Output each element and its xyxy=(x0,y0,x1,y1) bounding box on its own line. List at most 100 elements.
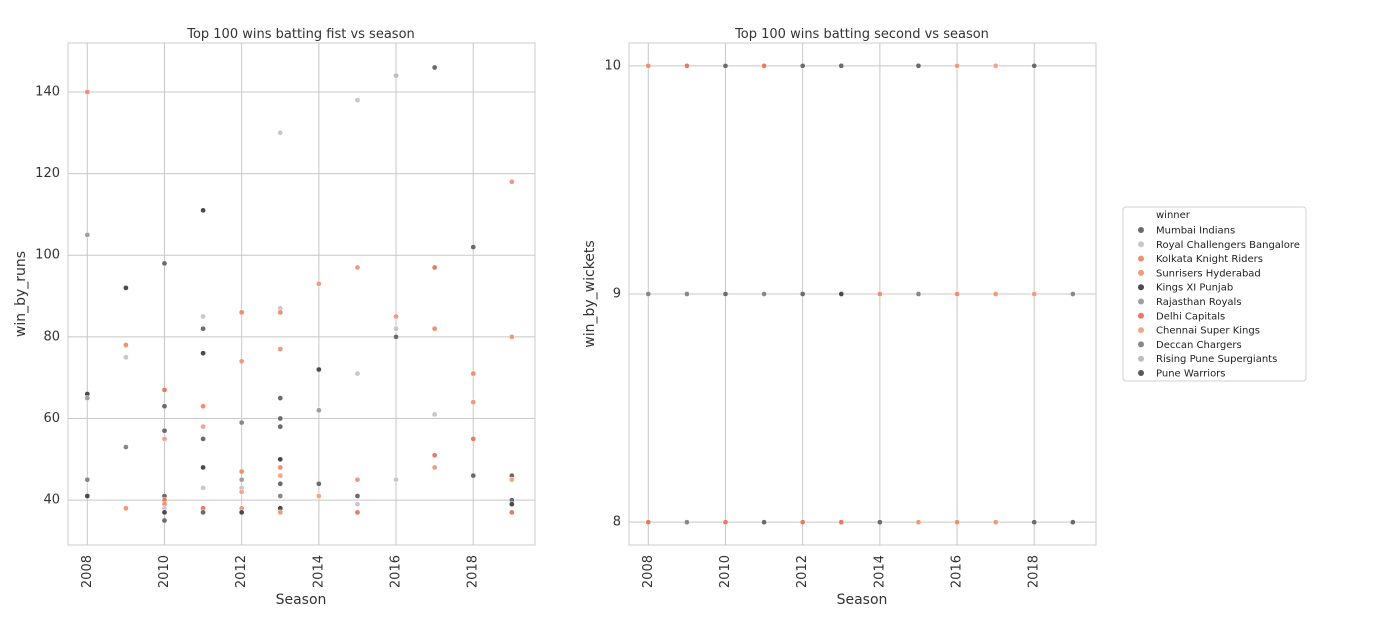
scatter-plot-win-by-runs: Top 100 wins batting fist vs season Seas… xyxy=(13,27,536,608)
y-tick-labels: 8 9 10 xyxy=(604,58,621,529)
y-tick-label: 140 xyxy=(35,84,60,99)
data-point xyxy=(161,427,168,434)
data-point xyxy=(508,178,515,185)
data-point xyxy=(277,129,284,136)
points xyxy=(645,62,1076,526)
data-point xyxy=(470,399,477,406)
data-point xyxy=(1031,519,1038,526)
data-point xyxy=(838,291,845,297)
data-point xyxy=(877,519,883,526)
y-axis-label: win_by_runs xyxy=(13,251,29,337)
y-tick-label: 9 xyxy=(613,287,621,302)
data-point xyxy=(431,452,438,459)
legend-marker xyxy=(1138,284,1144,291)
x-tick-label: 2018 xyxy=(466,555,481,588)
data-point xyxy=(954,519,960,526)
data-point xyxy=(277,309,284,316)
legend-marker xyxy=(1138,327,1144,334)
data-point xyxy=(354,501,361,508)
data-point xyxy=(123,285,129,291)
data-point xyxy=(722,291,729,297)
data-point xyxy=(799,519,806,526)
legend-entry-label: Rising Pune Supergiants xyxy=(1156,354,1277,365)
y-tick-label: 120 xyxy=(35,166,60,181)
data-point xyxy=(277,346,284,352)
data-point xyxy=(645,519,652,526)
y-tick-label: 60 xyxy=(43,411,60,426)
data-point xyxy=(161,403,168,410)
data-point xyxy=(238,509,245,516)
x-tick-label: 2008 xyxy=(80,555,95,588)
x-tick-label: 2016 xyxy=(389,555,404,588)
data-point xyxy=(84,476,91,483)
data-point xyxy=(645,291,652,297)
legend-marker xyxy=(1138,355,1144,362)
data-point xyxy=(1069,519,1076,526)
data-point xyxy=(277,464,284,471)
data-point xyxy=(238,358,245,365)
data-point xyxy=(277,423,284,430)
data-point xyxy=(393,334,399,340)
x-tick-label: 2012 xyxy=(234,555,249,588)
x-tick-label: 2010 xyxy=(157,555,172,588)
data-point xyxy=(838,62,845,69)
legend-entry-label: Pune Warriors xyxy=(1156,369,1226,380)
data-point xyxy=(277,456,284,463)
data-point xyxy=(277,415,284,422)
data-point xyxy=(161,436,168,442)
y-tick-labels: 40 60 80 100 120 140 xyxy=(35,84,60,507)
data-point xyxy=(992,291,999,297)
data-point xyxy=(200,436,206,442)
data-point xyxy=(277,472,284,479)
data-point xyxy=(354,476,361,483)
legend-marker xyxy=(1138,269,1144,276)
data-point xyxy=(200,313,206,320)
x-tick-labels: 2008 2010 2012 2014 2016 2018 xyxy=(641,555,1042,588)
data-point xyxy=(316,280,322,287)
data-point xyxy=(393,72,399,79)
data-point xyxy=(954,291,960,297)
legend-entry-label: Kings XI Punjab xyxy=(1156,283,1233,294)
data-point xyxy=(161,387,168,393)
legend-entries: Mumbai Indians Royal Challengers Bangalor… xyxy=(1138,226,1300,380)
data-point xyxy=(84,89,91,95)
legend-marker xyxy=(1138,241,1144,248)
data-point xyxy=(277,480,284,487)
data-point xyxy=(200,325,206,332)
data-point xyxy=(393,313,399,320)
legend-marker xyxy=(1138,312,1144,319)
legend-entry-label: Royal Challengers Bangalore xyxy=(1156,240,1300,251)
data-point xyxy=(123,444,129,450)
legend-entry-label: Chennai Super Kings xyxy=(1156,326,1260,337)
legend-marker xyxy=(1138,227,1144,233)
data-point xyxy=(645,62,652,69)
data-point xyxy=(277,493,284,499)
x-axis-label: Season xyxy=(276,592,327,608)
x-tick-label: 2016 xyxy=(950,555,965,588)
y-tick-label: 40 xyxy=(43,493,60,508)
data-point xyxy=(684,519,690,526)
data-point xyxy=(354,493,361,499)
legend-entry-label: Delhi Capitals xyxy=(1156,311,1225,322)
legend-marker xyxy=(1138,370,1144,376)
data-point xyxy=(200,350,206,357)
data-point xyxy=(761,519,767,526)
data-point xyxy=(84,231,91,238)
legend-marker xyxy=(1138,298,1144,305)
data-point xyxy=(1031,291,1038,297)
data-point xyxy=(877,291,883,297)
data-point xyxy=(200,509,206,516)
plot-area xyxy=(67,42,536,546)
data-point xyxy=(838,519,845,526)
data-point xyxy=(161,517,168,524)
y-tick-label: 100 xyxy=(35,248,60,263)
data-point xyxy=(799,62,806,69)
data-point xyxy=(200,464,206,471)
data-point xyxy=(316,407,322,414)
x-tick-label: 2008 xyxy=(641,555,656,588)
data-point xyxy=(161,260,168,267)
data-point xyxy=(761,291,767,297)
data-point xyxy=(508,509,515,516)
legend-entry-label: Mumbai Indians xyxy=(1156,226,1235,237)
data-point xyxy=(316,366,322,373)
